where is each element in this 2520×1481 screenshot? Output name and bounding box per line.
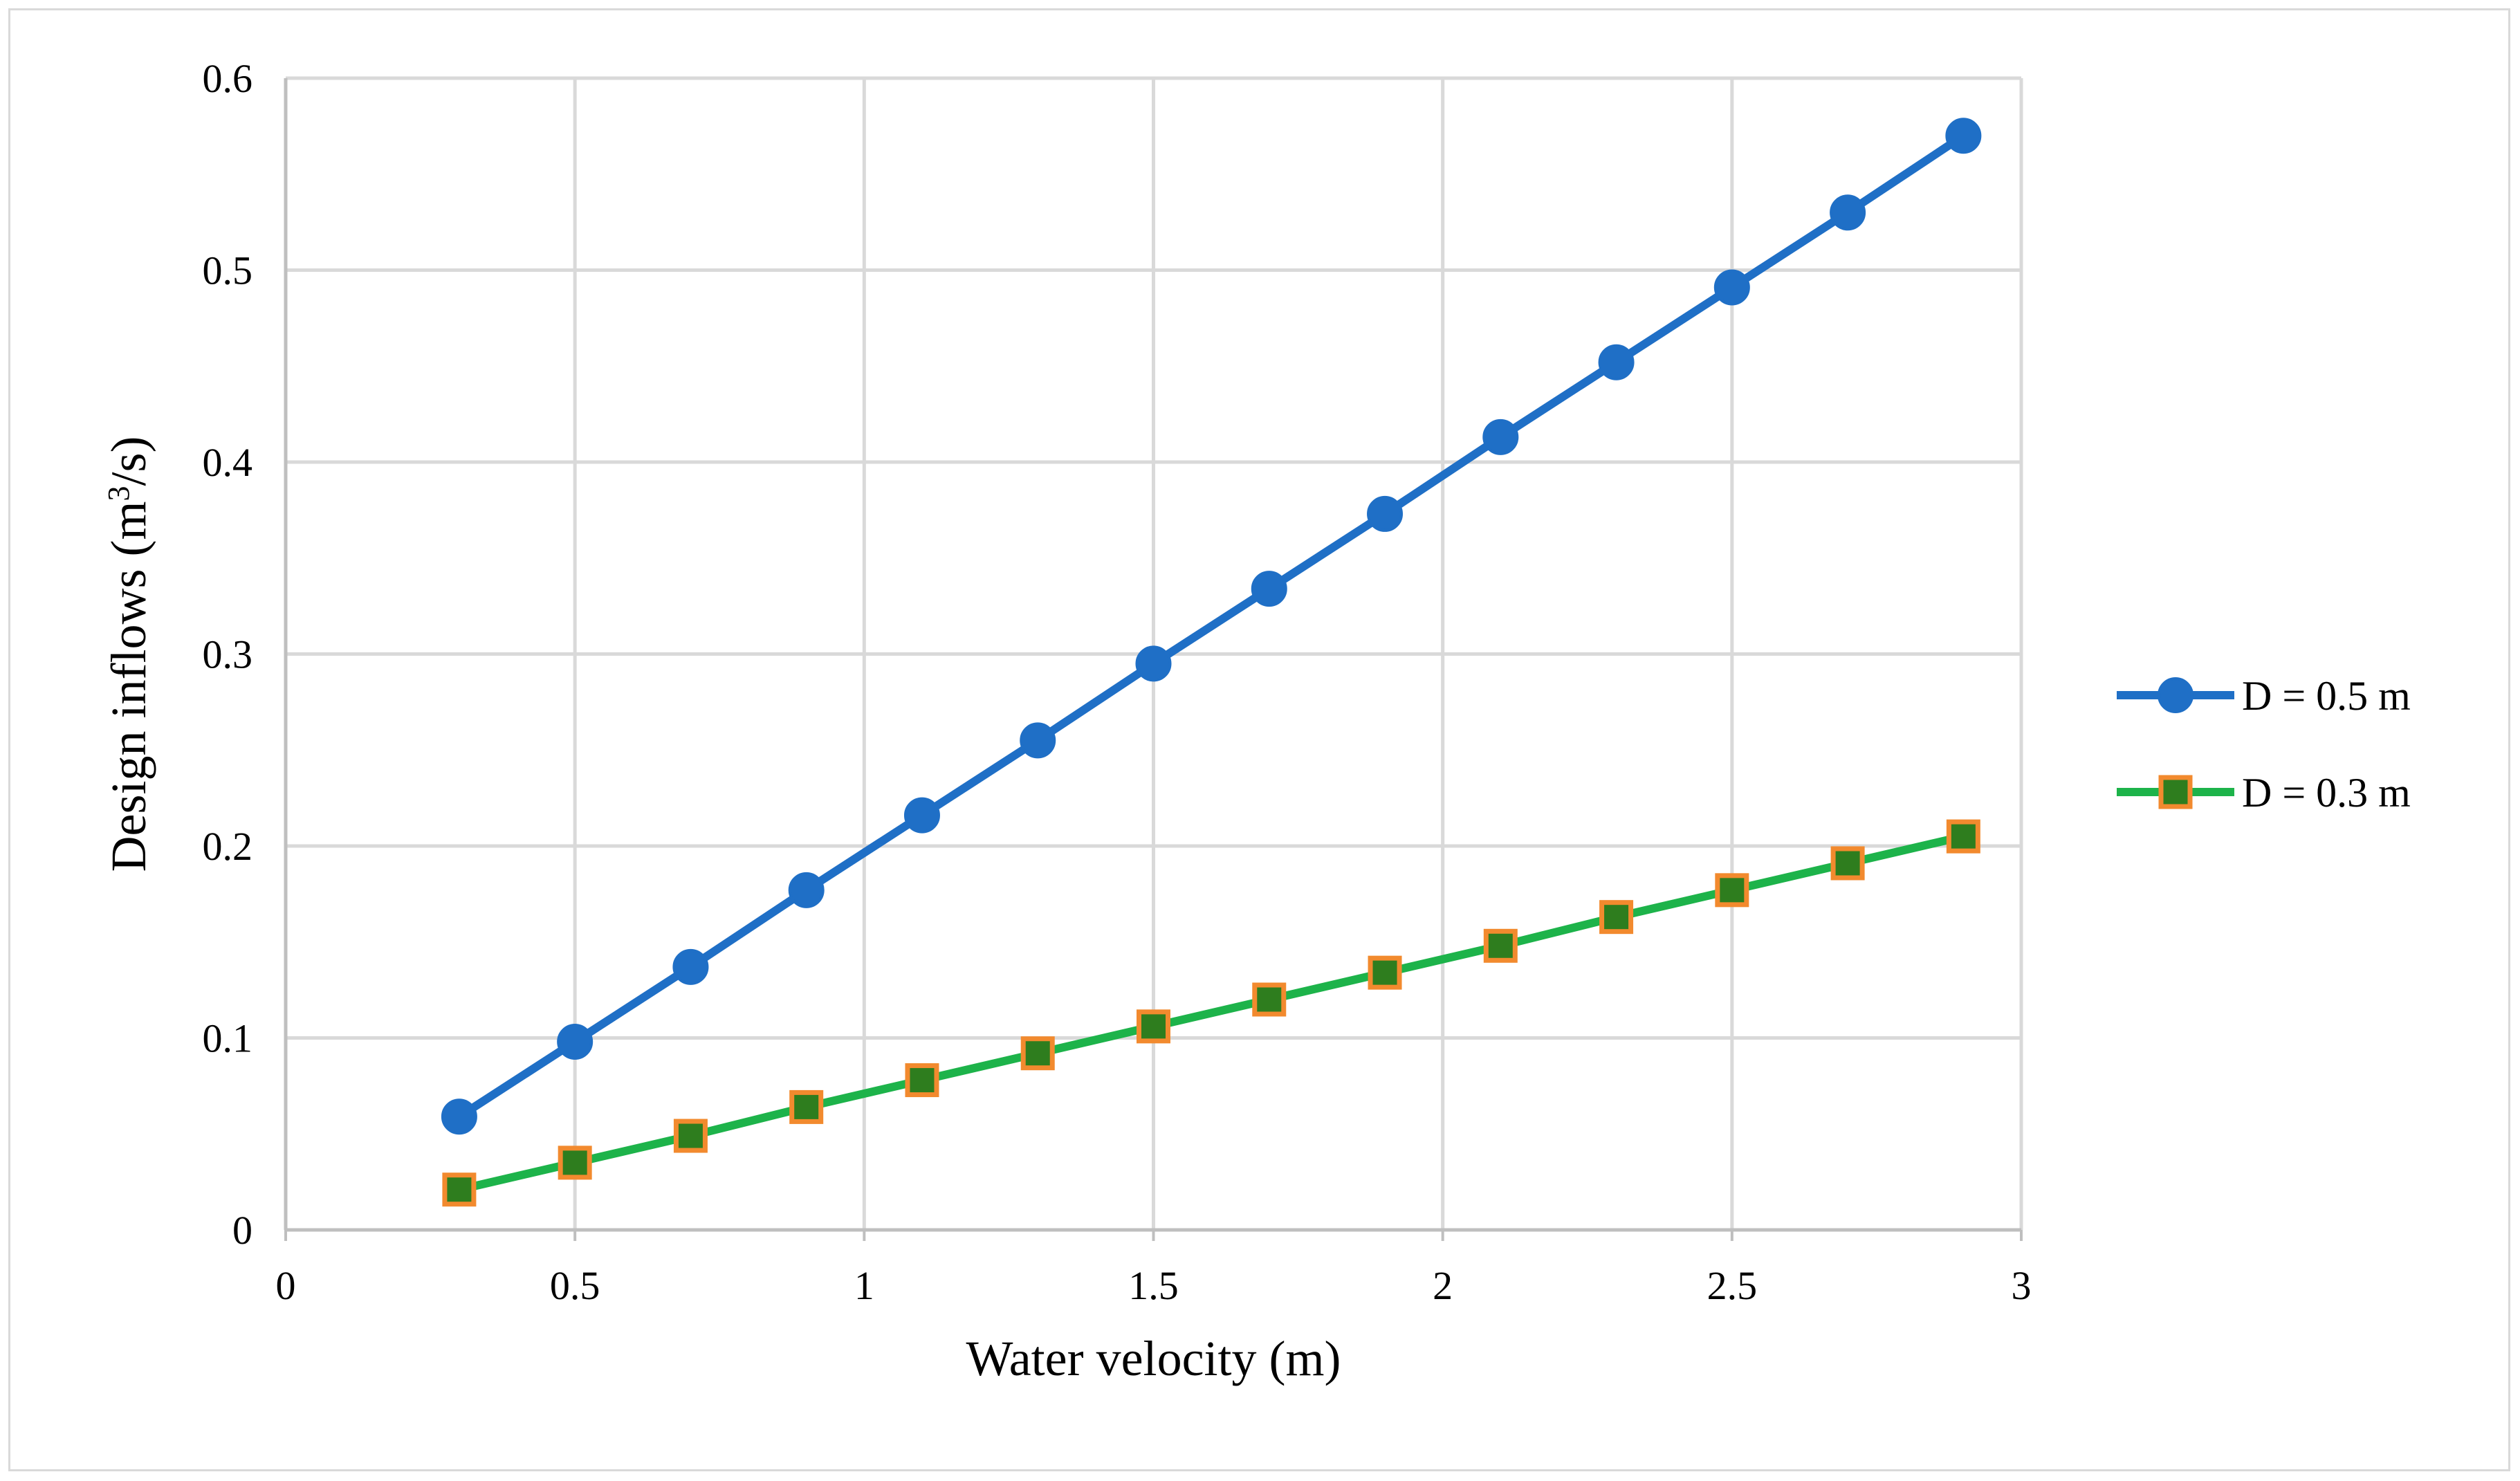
legend-item: D = 0.3 m	[2117, 770, 2411, 816]
data-point	[441, 1098, 477, 1135]
y-tick-label: 0.5	[203, 248, 253, 293]
data-point	[1020, 1036, 1055, 1071]
x-tick-label: 2	[1433, 1263, 1453, 1308]
legend: D = 0.5 m D = 0.3 m	[2117, 673, 2411, 816]
data-point	[1137, 1009, 1170, 1044]
y-axis-title-main: Design inflows (m	[101, 502, 156, 872]
data-point	[905, 1063, 939, 1098]
data-point	[788, 872, 825, 908]
x-tick-label: 1	[854, 1263, 874, 1308]
chart-container: 0 0.5 1 1.5 2 2.5 3 0 0.1 0.2 0.3 0.4 0.5 0.6 Water …	[8, 8, 2510, 1471]
y-tick-label: 0.1	[203, 1016, 253, 1061]
y-tick-label: 0.3	[203, 632, 253, 677]
data-point	[903, 797, 940, 834]
data-point	[1483, 928, 1518, 963]
data-point	[1713, 269, 1750, 306]
y-tick-label: 0.4	[203, 440, 253, 485]
x-tick-label: 2.5	[1707, 1263, 1758, 1308]
data-point	[1946, 819, 1980, 854]
y-axis-title-superscript: 3	[102, 486, 136, 502]
data-point	[557, 1024, 594, 1060]
data-point	[1715, 873, 1749, 908]
legend-label: D = 0.5 m	[2242, 673, 2411, 719]
data-point	[1368, 955, 1402, 990]
y-axis-ticks: 0 0.1 0.2 0.3 0.4 0.5 0.6	[203, 56, 253, 1253]
series-line	[457, 132, 1966, 1121]
data-point	[673, 1119, 708, 1153]
data-point	[1599, 900, 1634, 935]
legend-item: D = 0.5 m	[2117, 673, 2411, 719]
data-point	[1598, 344, 1635, 380]
y-tick-label: 0	[232, 1208, 252, 1253]
y-tick-label: 0.6	[203, 56, 253, 101]
data-point	[1252, 982, 1287, 1017]
y-axis-title: Design inflows (m3/s)	[101, 436, 156, 872]
data-point	[1020, 722, 1056, 759]
legend-marker	[2158, 677, 2193, 713]
data-point	[1482, 418, 1519, 455]
x-axis-title: Water velocity (m)	[966, 1331, 1341, 1386]
data-point	[1830, 194, 1866, 231]
y-axis-title-unit: /s)	[101, 436, 156, 486]
x-tick-label: 0	[276, 1263, 296, 1308]
data-point	[558, 1146, 592, 1180]
data-point	[789, 1089, 824, 1124]
data-point	[672, 948, 709, 985]
line-chart: 0 0.5 1 1.5 2 2.5 3 0 0.1 0.2 0.3 0.4 0.5 0.6 Water …	[101, 56, 2411, 1386]
data-point	[1367, 495, 1404, 532]
axis-titles: Water velocity (m) Design inflows (m3/s)	[101, 436, 1341, 1386]
x-tick-label: 3	[2012, 1263, 2032, 1308]
series-1	[441, 118, 1982, 1135]
data-point	[1251, 571, 1287, 607]
data-point	[442, 1172, 477, 1207]
axes	[284, 78, 2023, 1241]
y-tick-label: 0.2	[203, 824, 253, 869]
data-point	[1945, 118, 1982, 154]
data-point	[1830, 846, 1865, 881]
series-2	[442, 819, 1980, 1207]
series-line	[458, 832, 1965, 1194]
data-series	[441, 118, 1982, 1207]
legend-marker	[2158, 775, 2193, 809]
x-tick-label: 1.5	[1128, 1263, 1179, 1308]
x-tick-label: 0.5	[550, 1263, 600, 1308]
data-point	[1135, 645, 1172, 682]
legend-label: D = 0.3 m	[2242, 770, 2411, 816]
x-axis-ticks: 0 0.5 1 1.5 2 2.5 3	[276, 1263, 2032, 1308]
